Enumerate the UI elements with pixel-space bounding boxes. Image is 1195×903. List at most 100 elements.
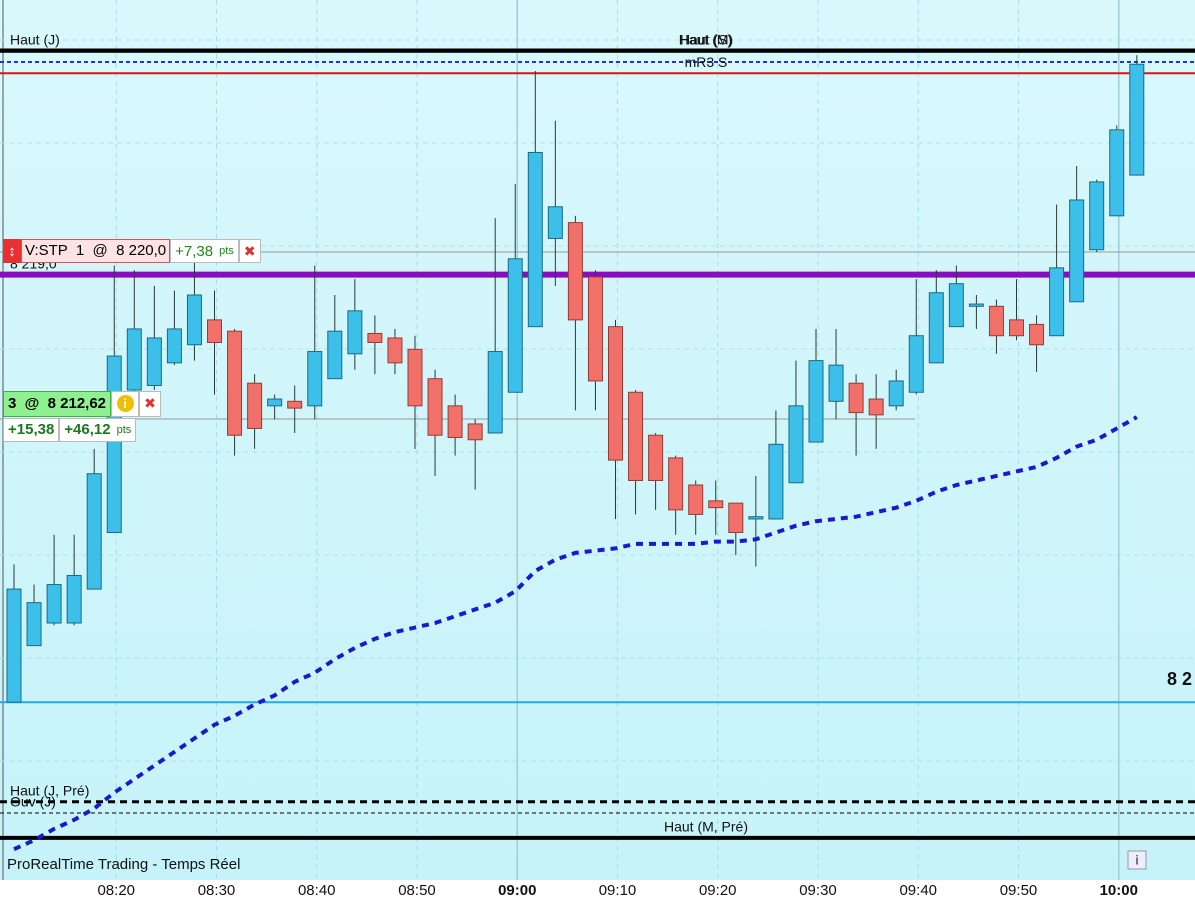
candle-body	[1089, 181, 1105, 251]
x-tick-label: 09:40	[899, 882, 937, 899]
candle-body	[527, 151, 543, 328]
candle-body	[467, 423, 483, 441]
candle-body	[1129, 63, 1145, 176]
info-icon[interactable]: i	[1127, 850, 1147, 870]
x-tick-label: 09:10	[599, 882, 637, 899]
candles	[6, 55, 1145, 703]
position-label[interactable]: 3 @ 8 212,62	[3, 390, 112, 417]
candle-body	[608, 326, 623, 461]
svg-text:i: i	[1135, 852, 1139, 867]
candle-body	[688, 484, 704, 515]
candle-body	[1109, 129, 1125, 217]
candle-body	[447, 405, 463, 439]
candle-body	[367, 332, 383, 343]
level-label: Haut (J, Pré)	[10, 782, 89, 798]
candle-body	[407, 348, 423, 407]
candle-body	[1049, 267, 1065, 337]
x-tick-label: 09:00	[498, 882, 536, 899]
candle-body	[327, 330, 343, 380]
moving-average	[13, 415, 1138, 852]
candle-body	[648, 434, 664, 481]
candle-body	[868, 398, 884, 416]
candle-body	[988, 305, 1004, 337]
x-tick-label: 09:30	[799, 882, 837, 899]
order-close[interactable]: ✖	[238, 239, 261, 263]
x-tick-label: 08:40	[298, 882, 336, 899]
candle-body	[46, 584, 62, 624]
candle-body	[387, 337, 403, 364]
position-info[interactable]: i	[111, 390, 140, 417]
candle-body	[968, 303, 984, 307]
candle-body	[26, 602, 42, 647]
candle-body	[587, 276, 603, 382]
candle-body	[748, 516, 764, 520]
level-label: Haut (M, Pré)	[664, 819, 748, 835]
candle-body	[126, 328, 142, 391]
candle-body	[888, 380, 904, 407]
level-label: Haut (J)	[10, 31, 60, 47]
candle-body	[668, 457, 684, 511]
order-pnl: +7,38	[175, 242, 214, 260]
candle-body	[808, 360, 824, 443]
axis-background	[0, 880, 1195, 903]
x-tick-label: 09:20	[699, 882, 737, 899]
candle-body	[728, 502, 744, 534]
x-tick-label: 08:50	[398, 882, 436, 899]
candle-body	[928, 292, 944, 364]
candle-body	[146, 337, 162, 386]
candle-body	[567, 222, 583, 321]
candle-body	[347, 310, 363, 355]
candle-body	[66, 575, 82, 624]
candle-body	[708, 500, 724, 509]
order-label[interactable]: V:STP 1 @ 8 220,0	[21, 239, 171, 263]
level-label: 8 2	[1167, 669, 1192, 689]
position-close[interactable]: ✖	[139, 390, 162, 417]
candle-body	[106, 355, 122, 534]
footer: ProRealTime Trading - Temps Réel	[7, 856, 240, 873]
position-pnl-b-box: +46,12 pts	[59, 417, 137, 442]
candle-body	[768, 443, 784, 520]
x-tick-label: 08:30	[198, 882, 236, 899]
candle-body	[267, 398, 283, 407]
level-label: mR3 S	[685, 54, 728, 70]
candle-body	[948, 283, 964, 328]
candle-body	[507, 258, 523, 393]
level-label: Haut (M)	[679, 31, 733, 47]
candle-body	[848, 382, 864, 414]
candle-body	[6, 588, 22, 703]
candle-body	[166, 328, 182, 364]
candle-body	[788, 405, 804, 484]
x-tick-label: 08:20	[97, 882, 135, 899]
candle-body	[247, 382, 263, 429]
candle-body	[908, 335, 924, 393]
candle-body	[86, 473, 102, 590]
order-widget[interactable]: ↕ V:STP 1 @ 8 220,0 +7,38 pts ✖	[3, 239, 261, 263]
candle-body	[427, 378, 443, 436]
x-tick-label: 10:00	[1100, 882, 1138, 899]
candle-body	[287, 400, 303, 409]
position-pnl-a: +15,38	[3, 417, 60, 442]
candle-body	[487, 351, 503, 434]
level-label: Haut (S)	[680, 31, 732, 47]
candle-body	[207, 319, 222, 343]
order-pnl-box: +7,38 pts	[170, 239, 239, 263]
level-label: Ouv (J)	[10, 794, 56, 810]
position-unit: pts	[116, 423, 132, 436]
plot-background	[0, 0, 1195, 880]
x-tick-label: 09:50	[1000, 882, 1038, 899]
candle-body	[307, 351, 323, 407]
position-widget: 3 @ 8 212,62 i ✖ +15,38 +46,12 pts	[3, 390, 162, 442]
candle-body	[1029, 323, 1045, 346]
candle-body	[227, 330, 243, 436]
candle-body	[828, 364, 844, 402]
candle-body	[1069, 199, 1085, 303]
candle-body	[547, 206, 563, 239]
candle-body	[628, 391, 644, 481]
candle-body	[186, 294, 202, 346]
order-drag[interactable]: ↕	[3, 239, 21, 263]
position-pnl-b: +46,12	[64, 421, 111, 439]
order-unit: pts	[219, 245, 234, 257]
candle-body	[1009, 319, 1024, 337]
